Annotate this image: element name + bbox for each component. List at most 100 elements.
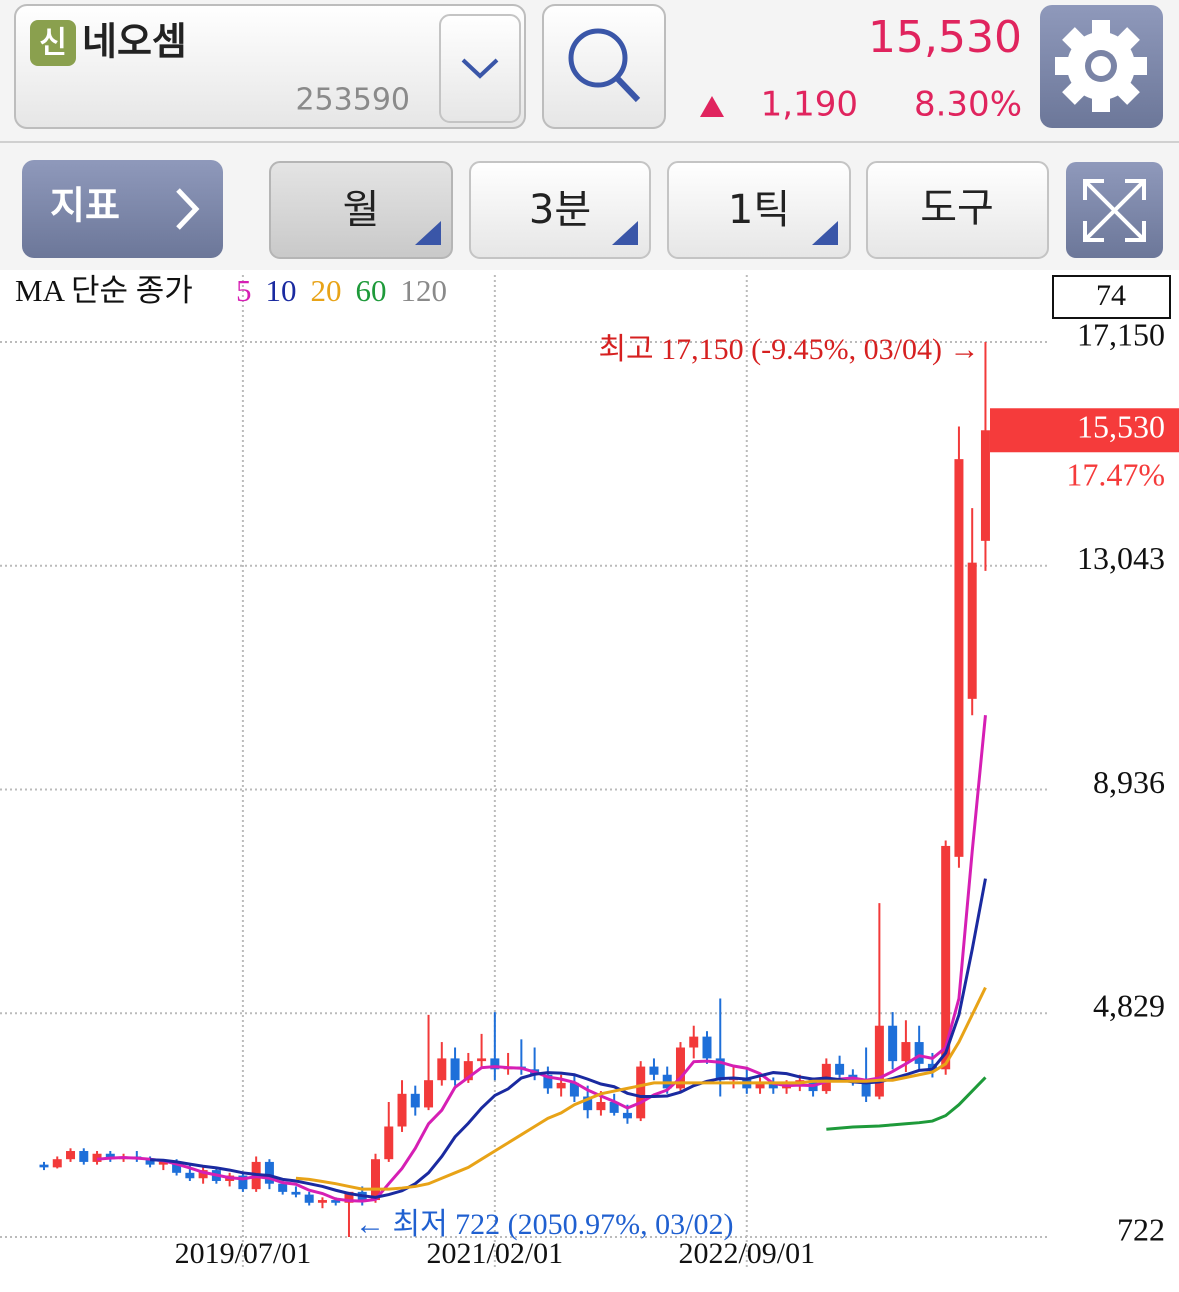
candle-body bbox=[927, 1063, 937, 1070]
candle-body bbox=[198, 1170, 208, 1179]
indicator-button[interactable] bbox=[22, 160, 223, 258]
candle-body bbox=[317, 1200, 327, 1203]
candle-body bbox=[702, 1036, 712, 1059]
legend-entry: 120 bbox=[401, 273, 448, 308]
last-price-label: 15,530 bbox=[1077, 409, 1165, 445]
legend-entry: 10 bbox=[266, 273, 297, 308]
candle-body bbox=[39, 1164, 49, 1168]
tools-button[interactable] bbox=[866, 161, 1049, 259]
candle-body bbox=[755, 1082, 765, 1089]
candle-body bbox=[596, 1101, 606, 1111]
last-rate: 17.47% bbox=[1066, 457, 1165, 493]
candle-body bbox=[861, 1080, 871, 1097]
search-icon bbox=[568, 28, 628, 88]
candle-body bbox=[569, 1082, 579, 1097]
candle-body bbox=[66, 1151, 76, 1160]
search-icon-handle bbox=[614, 75, 641, 103]
candle-body bbox=[622, 1112, 632, 1119]
candle-body bbox=[304, 1194, 314, 1203]
candle-body bbox=[768, 1082, 778, 1089]
badge: 신 bbox=[39, 26, 67, 61]
x-tick-label: 2019/07/01 bbox=[175, 1237, 312, 1270]
candle-body bbox=[941, 845, 951, 1070]
candle-body bbox=[291, 1191, 301, 1195]
count-box bbox=[1052, 275, 1171, 319]
minute-button[interactable] bbox=[469, 161, 651, 259]
search-button[interactable] bbox=[542, 4, 666, 129]
candle-body bbox=[556, 1082, 566, 1089]
candle-body bbox=[52, 1159, 62, 1168]
candle-body bbox=[410, 1093, 420, 1108]
candle-body bbox=[954, 459, 964, 857]
stock-name: 네오셈 bbox=[82, 20, 187, 64]
candle-body bbox=[172, 1161, 182, 1173]
x-tick-label: 2022/09/01 bbox=[678, 1237, 815, 1270]
minute-label: 3분 bbox=[529, 187, 591, 233]
legend-entry: 20 bbox=[311, 273, 342, 308]
change-rate: 8.30% bbox=[914, 85, 1022, 125]
low-annotation: ← 최저 722 (2050.97%, 03/02) bbox=[355, 1208, 734, 1241]
candle-body bbox=[967, 562, 977, 699]
candle-body bbox=[980, 430, 990, 541]
tick-button[interactable] bbox=[667, 161, 851, 259]
candle-body bbox=[278, 1183, 288, 1192]
plot: 722 4,829 8,936 13,043 17,150 2019/07/01 2021/… bbox=[0, 273, 1179, 1270]
candle-body bbox=[715, 1058, 725, 1081]
candle-body bbox=[477, 1058, 487, 1062]
indicator-label: 지표 bbox=[50, 184, 120, 228]
candle-body bbox=[158, 1161, 168, 1165]
candle-body bbox=[105, 1153, 115, 1160]
candle-body bbox=[145, 1159, 155, 1165]
candle-body bbox=[543, 1074, 553, 1089]
candle-body bbox=[463, 1061, 473, 1081]
y-tick-label: 17,150 bbox=[1077, 316, 1165, 352]
tools-label: 도구 bbox=[920, 185, 994, 231]
candle-body bbox=[238, 1175, 248, 1190]
y-tick-label: 722 bbox=[1117, 1211, 1165, 1247]
chevron-icon bbox=[461, 58, 499, 79]
period-button[interactable] bbox=[269, 161, 453, 259]
candle-body bbox=[874, 1025, 884, 1097]
period-label: 월 bbox=[343, 187, 380, 233]
candle-body bbox=[888, 1025, 898, 1062]
candle-body bbox=[490, 1058, 500, 1070]
tick-label: 1틱 bbox=[728, 187, 790, 233]
candle-body bbox=[424, 1080, 434, 1108]
high-annotation: 최고 17,150 (-9.45%, 03/04) → bbox=[598, 333, 979, 366]
period-corner bbox=[415, 221, 441, 245]
stock-code: 253590 bbox=[295, 83, 410, 118]
up-arrow bbox=[700, 96, 724, 117]
candle-body bbox=[344, 1191, 354, 1203]
candle-body bbox=[371, 1159, 380, 1201]
candle-body bbox=[384, 1126, 394, 1160]
candle-body bbox=[914, 1042, 924, 1064]
last-price-tag bbox=[990, 408, 1179, 453]
gear-icon bbox=[1055, 20, 1147, 112]
ma-label: MA 단순 종가 bbox=[15, 273, 193, 308]
x-tick-label: 2021/02/01 bbox=[427, 1237, 564, 1270]
y-tick-label: 8,936 bbox=[1093, 764, 1165, 800]
tick-corner bbox=[812, 221, 838, 245]
candle-body bbox=[264, 1161, 274, 1184]
price: 15,530 bbox=[868, 12, 1022, 63]
candle-body bbox=[636, 1066, 646, 1119]
candle-body bbox=[835, 1063, 845, 1075]
candle-body bbox=[437, 1058, 447, 1081]
candle-body bbox=[397, 1093, 407, 1127]
candle-body bbox=[331, 1200, 341, 1203]
stock-box[interactable] bbox=[14, 4, 526, 129]
change: 1,190 bbox=[761, 85, 858, 125]
candle-body bbox=[609, 1101, 619, 1113]
dropdown-button[interactable] bbox=[439, 14, 521, 123]
candle-body bbox=[901, 1042, 911, 1062]
candle-body bbox=[79, 1151, 89, 1162]
candle-body bbox=[689, 1036, 699, 1048]
candle-body bbox=[185, 1172, 195, 1179]
count: 74 bbox=[1096, 279, 1126, 312]
badge-bg bbox=[30, 20, 76, 66]
expand-icon bbox=[1083, 179, 1146, 242]
legend-entry: 5 bbox=[236, 273, 252, 308]
ma-line bbox=[826, 1076, 987, 1131]
